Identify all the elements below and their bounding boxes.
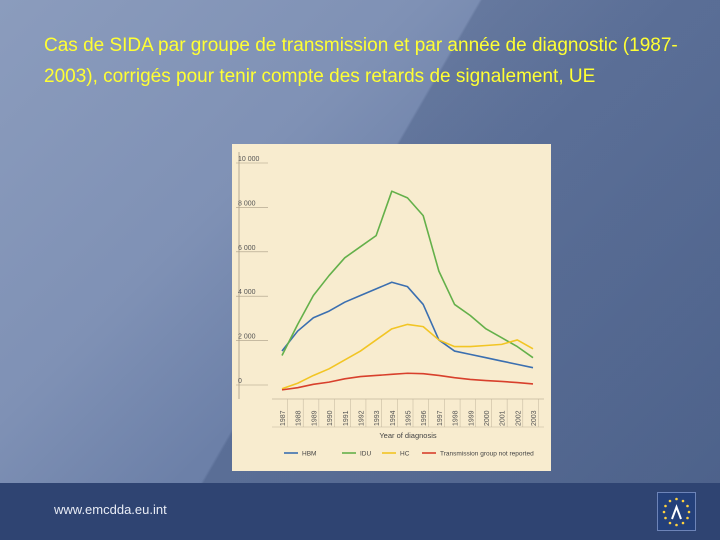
x-tick-label: 1990 (327, 410, 334, 426)
series-line-not-reported (281, 372, 534, 391)
x-tick-label: 1998 (453, 410, 460, 426)
x-tick-label: 2001 (500, 410, 507, 426)
y-tick-label: 10 000 (238, 156, 260, 163)
x-axis-title: Year of diagnosis (379, 431, 437, 440)
x-tick-label: 1997 (437, 410, 444, 426)
x-tick-label: 1995 (406, 410, 413, 426)
legend-label: HC (400, 451, 410, 458)
x-tick-label: 2003 (531, 410, 538, 426)
line-chart: 0 2 000 4 000 6 000 8 000 10 000 1987 1988 1989 1… (236, 152, 544, 458)
x-tick-label: 1996 (421, 410, 428, 426)
x-tick-label: 1988 (296, 410, 303, 426)
x-tick-label: 2000 (484, 410, 491, 426)
y-tick-label: 2 000 (238, 334, 256, 341)
slide-title: Cas de SIDA par groupe de transmission e… (44, 35, 678, 87)
series-line-hbm (281, 281, 534, 369)
x-tick-label: 1993 (374, 410, 381, 426)
stars-emblem-icon (662, 497, 691, 527)
footer-url[interactable]: www.emcdda.eu.int (54, 502, 167, 517)
x-tick-label: 1987 (280, 410, 287, 426)
x-tick-label: 2002 (515, 410, 522, 426)
legend-label: HBM (302, 451, 316, 458)
x-tick-label: 1991 (343, 410, 350, 426)
x-tick-label: 1989 (311, 410, 318, 426)
legend-label: Transmission group not reported (440, 451, 534, 458)
x-tick-label: 1994 (390, 410, 397, 426)
y-tick-label: 4 000 (238, 289, 256, 296)
x-tick-label: 1992 (358, 410, 365, 426)
chart-panel: 0 2 000 4 000 6 000 8 000 10 000 1987 1988 1989 1… (232, 144, 551, 471)
x-tick-label: 1999 (468, 410, 475, 426)
series-line-idu (281, 190, 534, 359)
y-tick-label: 0 (238, 378, 242, 385)
footer-bar (0, 483, 720, 540)
y-tick-label: 8 000 (238, 200, 256, 207)
y-tick-label: 6 000 (238, 245, 256, 252)
legend-label: IDU (360, 451, 372, 458)
emcdda-logo-icon (657, 492, 696, 531)
series-line-hc (281, 323, 534, 390)
